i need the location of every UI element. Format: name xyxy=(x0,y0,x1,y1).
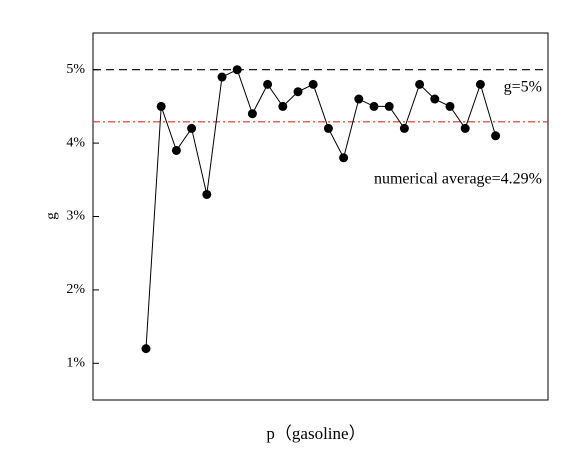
y-tick-label: 4% xyxy=(66,135,85,150)
data-point xyxy=(475,79,485,89)
data-point xyxy=(156,101,166,111)
data-point xyxy=(202,189,212,199)
data-point xyxy=(445,101,455,111)
reference-label: numerical average=4.29% xyxy=(374,170,542,187)
data-point xyxy=(187,123,197,133)
data-point xyxy=(354,94,364,104)
data-point xyxy=(171,145,181,155)
data-point xyxy=(217,72,227,82)
data-point xyxy=(232,65,242,75)
x-axis-label: p（gasoline） xyxy=(266,424,365,443)
data-point xyxy=(369,101,379,111)
data-point xyxy=(491,131,501,141)
y-tick-label: 2% xyxy=(66,282,85,297)
reference-label: g=5% xyxy=(504,78,542,95)
y-tick-label: 1% xyxy=(66,356,85,371)
data-point xyxy=(430,94,440,104)
data-point xyxy=(399,123,409,133)
data-point xyxy=(323,123,333,133)
data-point xyxy=(339,153,349,163)
data-point xyxy=(141,344,151,354)
y-tick-label: 3% xyxy=(66,209,85,224)
data-point xyxy=(460,123,470,133)
data-point xyxy=(263,79,273,89)
data-point xyxy=(384,101,394,111)
y-tick-label: 5% xyxy=(66,62,85,77)
data-point xyxy=(278,101,288,111)
y-axis-label: g xyxy=(43,212,59,220)
series-line xyxy=(145,69,497,349)
data-point xyxy=(247,109,257,119)
data-point xyxy=(308,79,318,89)
data-point xyxy=(415,79,425,89)
data-point xyxy=(293,87,303,97)
